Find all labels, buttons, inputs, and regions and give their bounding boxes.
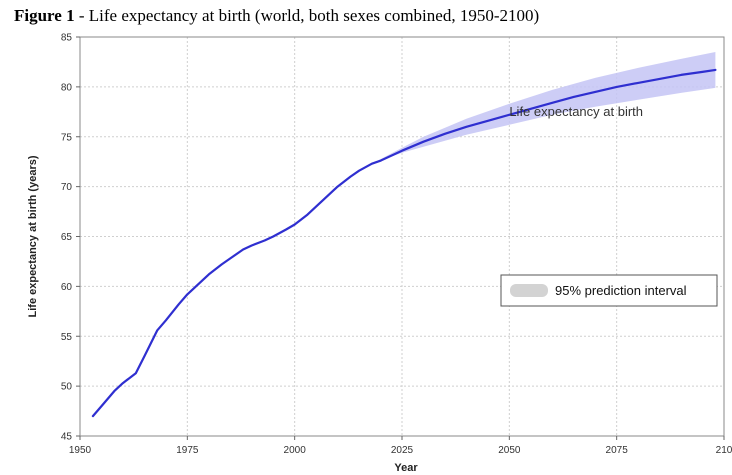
x-tick-label: 1975: [176, 445, 199, 456]
y-tick-label: 85: [61, 33, 73, 44]
y-tick-label: 75: [61, 132, 73, 143]
x-tick-label: 2025: [391, 445, 414, 456]
x-tick-label: 2050: [498, 445, 521, 456]
prediction-band-layer: [371, 52, 716, 164]
series-line-layer: [91, 68, 717, 418]
y-tick-label: 55: [61, 332, 73, 343]
prediction-interval-band: [371, 52, 716, 164]
figure-caption: Figure 1 - Life expectancy at birth (wor…: [14, 6, 539, 26]
y-tick-label: 60: [61, 282, 73, 293]
y-tick-label: 45: [61, 432, 73, 443]
x-tick-label: 210: [716, 445, 732, 456]
y-tick-label: 70: [61, 182, 73, 193]
caption-text: Life expectancy at birth (world, both se…: [88, 6, 540, 25]
x-tick-label: 2000: [284, 445, 307, 456]
y-axis-title: Life expectancy at birth (years): [27, 155, 39, 317]
y-tick-label: 65: [61, 232, 73, 243]
series-annotation: Life expectancy at birth: [509, 104, 643, 119]
y-tick-label: 80: [61, 82, 73, 93]
legend-entry: 95% prediction interval: [555, 283, 687, 298]
x-tick-label: 2075: [606, 445, 629, 456]
x-axis-ticks: 1950 1975 2000 2025 2050 2075 210: [69, 436, 732, 456]
x-axis-title: Year: [394, 462, 418, 474]
x-tick-label: 1950: [69, 445, 92, 456]
y-tick-label: 50: [61, 382, 73, 393]
y-axis-ticks: 45 50 55 60 65 70 75 80 85: [61, 33, 80, 443]
caption-separator: -: [74, 6, 89, 25]
legend-swatch: [510, 284, 548, 297]
legend: 95% prediction interval: [500, 274, 718, 307]
life-expectancy-line: [91, 68, 717, 418]
figure-label: Figure 1: [14, 6, 75, 25]
